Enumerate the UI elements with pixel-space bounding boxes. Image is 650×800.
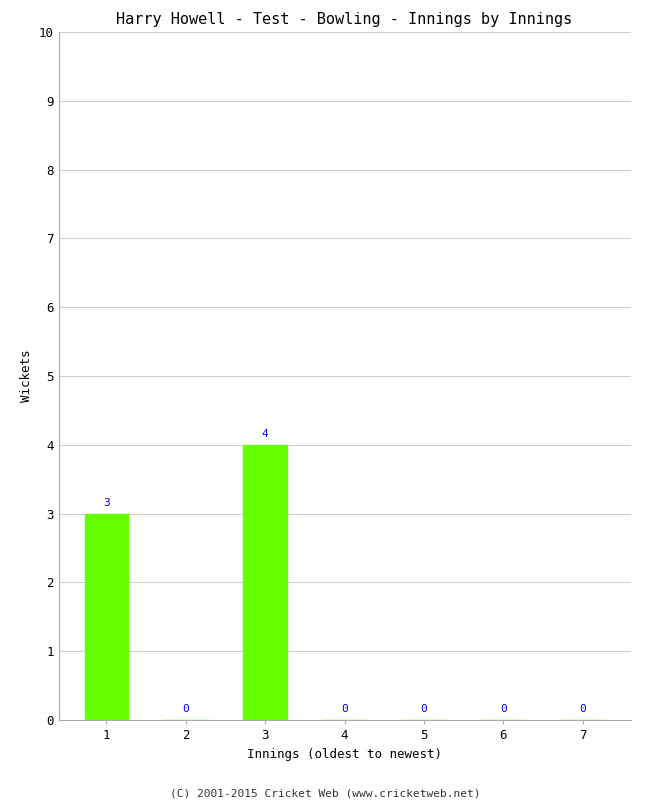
X-axis label: Innings (oldest to newest): Innings (oldest to newest) xyxy=(247,747,442,761)
Text: 0: 0 xyxy=(579,705,586,714)
Text: 0: 0 xyxy=(183,705,189,714)
Text: 3: 3 xyxy=(103,498,110,508)
Bar xyxy=(84,514,128,720)
Y-axis label: Wickets: Wickets xyxy=(20,350,33,402)
Title: Harry Howell - Test - Bowling - Innings by Innings: Harry Howell - Test - Bowling - Innings … xyxy=(116,12,573,26)
Text: 0: 0 xyxy=(341,705,348,714)
Text: 0: 0 xyxy=(421,705,427,714)
Bar xyxy=(243,445,287,720)
Text: 0: 0 xyxy=(500,705,506,714)
Text: 4: 4 xyxy=(262,430,268,439)
Text: (C) 2001-2015 Cricket Web (www.cricketweb.net): (C) 2001-2015 Cricket Web (www.cricketwe… xyxy=(170,788,480,798)
